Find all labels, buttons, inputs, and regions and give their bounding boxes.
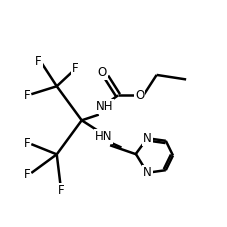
Text: O: O — [135, 89, 144, 102]
Text: F: F — [35, 55, 42, 68]
Text: NH: NH — [96, 100, 113, 113]
Text: O: O — [98, 66, 107, 79]
Text: F: F — [24, 136, 31, 150]
Text: N: N — [143, 166, 152, 179]
Text: F: F — [24, 89, 31, 102]
Text: F: F — [72, 62, 78, 75]
Text: F: F — [24, 168, 31, 181]
Text: HN: HN — [94, 130, 112, 143]
Text: N: N — [143, 132, 152, 145]
Text: F: F — [58, 184, 65, 197]
